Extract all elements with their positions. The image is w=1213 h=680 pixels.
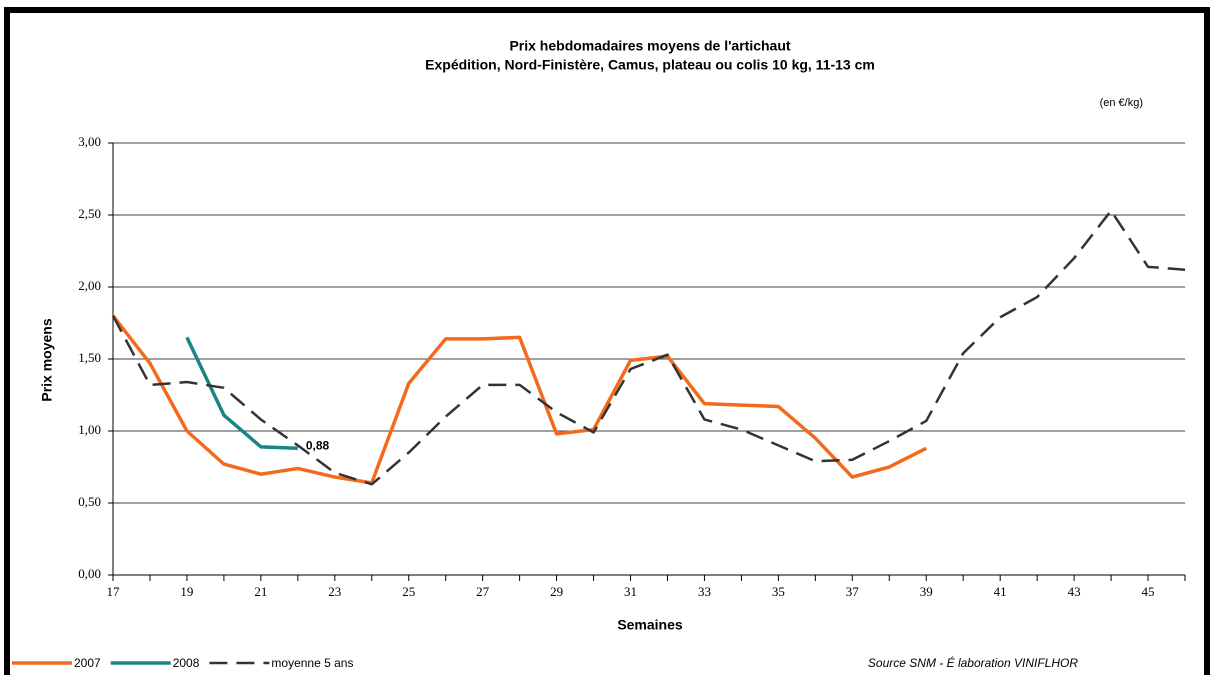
y-tick-label: 3,00	[78, 134, 101, 149]
x-tick-label: 31	[624, 584, 637, 599]
data-label: 0,88	[306, 438, 330, 452]
y-tick-label: 2,50	[78, 206, 101, 221]
x-tick-label: 41	[994, 584, 1007, 599]
y-tick-label: 1,50	[78, 350, 101, 365]
x-tick-label: 23	[328, 584, 341, 599]
x-tick-label: 29	[550, 584, 563, 599]
series-line	[185, 336, 298, 451]
x-tick-label: 43	[1068, 584, 1081, 599]
x-tick-label: 39	[920, 584, 933, 599]
series-line	[111, 314, 928, 485]
legend-label: moyenne 5 ans	[271, 656, 353, 670]
x-axis-label: Semaines	[617, 617, 683, 633]
x-tick-label: 17	[107, 584, 121, 599]
series-line	[111, 209, 1186, 486]
x-tick-label: 27	[476, 584, 490, 599]
y-tick-label: 0,50	[78, 494, 101, 509]
x-tick-label: 21	[254, 584, 267, 599]
frame	[4, 7, 1210, 675]
y-tick-label: 0,00	[78, 566, 101, 581]
source-note: Source SNM - É laboration VINIFLHOR	[868, 655, 1078, 670]
y-tick-label: 2,00	[78, 278, 101, 293]
unit-note: (en €/kg)	[1100, 97, 1143, 109]
x-tick-label: 45	[1142, 584, 1155, 599]
x-tick-label: 35	[772, 584, 785, 599]
x-tick-label: 33	[698, 584, 711, 599]
legend-label: 2007	[74, 656, 101, 670]
x-tick-label: 19	[180, 584, 193, 599]
y-tick-label: 1,00	[78, 422, 101, 437]
chart-subtitle: Expédition, Nord-Finistère, Camus, plate…	[425, 57, 875, 73]
chart-title: Prix hebdomadaires moyens de l'artichaut	[509, 38, 790, 54]
x-tick-label: 37	[846, 584, 860, 599]
y-axis-label: Prix moyens	[39, 318, 55, 401]
x-tick-label: 25	[402, 584, 415, 599]
legend-label: 2008	[173, 656, 200, 670]
